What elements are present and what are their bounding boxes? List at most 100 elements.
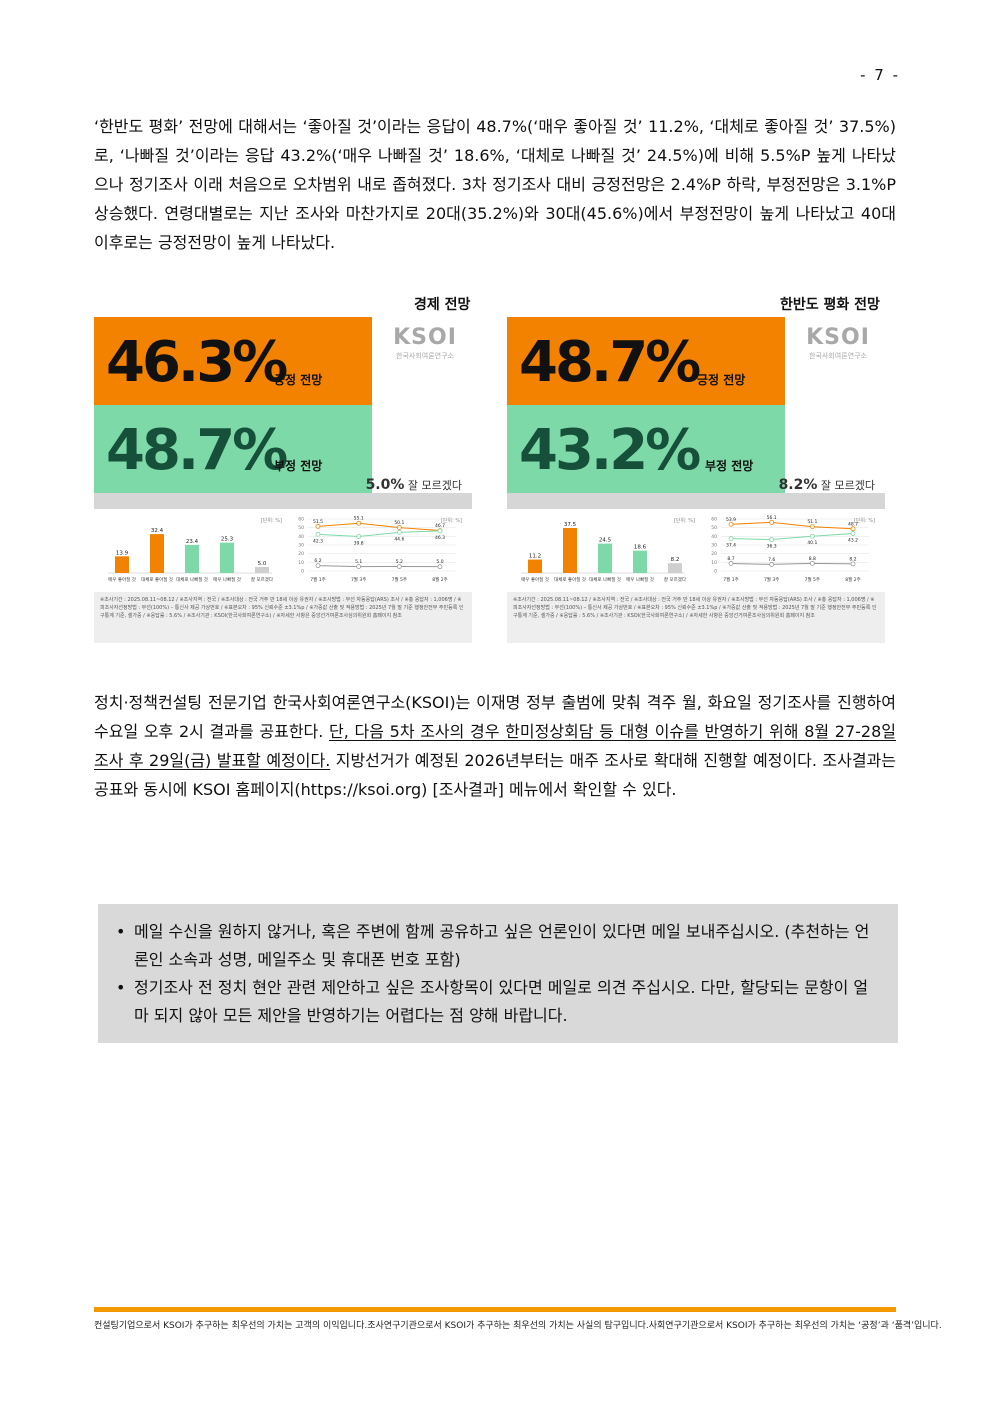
point-value-label: 43.2 (848, 538, 858, 544)
y-tick-label: 50 (711, 525, 717, 531)
series-point (769, 519, 775, 525)
point-value-label: 36.3 (767, 544, 777, 550)
bar-value-label: 11.2 (529, 554, 541, 560)
point-value-label: 55.1 (354, 516, 364, 522)
series-point (769, 562, 775, 567)
footer-text: 컨설팅기업으로서 KSOI가 추구하는 최우선의 가치는 고객의 이익입니다. … (94, 1318, 942, 1331)
point-value-label: 56.1 (767, 515, 777, 521)
chart-title-economy: 경제 전망 (414, 297, 471, 313)
point-value-label: 5.2 (396, 559, 403, 565)
unit-label: [단위: %] (854, 517, 875, 524)
x-tick-label: 7월 5주 (805, 576, 820, 583)
negative-band (94, 405, 372, 493)
footer-rule (94, 1307, 896, 1312)
series-line (730, 533, 854, 541)
series-line (317, 565, 441, 568)
point-value-label: 46.7 (435, 523, 445, 529)
bar-category-label: 대체로 좋아질 것 (554, 576, 586, 583)
bar-category-label: 매우 나빠질 것 (213, 576, 241, 583)
chart-graphics: [단위: %] 13.9 매우 좋아질 것 32.4 대체로 좋아질 것 23.4 대체로 … (108, 516, 462, 583)
y-tick-label: 50 (298, 525, 304, 531)
point-value-label: 37.4 (726, 543, 736, 549)
series-point (396, 525, 402, 530)
y-tick-label: 0 (301, 569, 304, 575)
bar-category-label: 매우 좋아질 것 (521, 576, 549, 583)
bar (598, 543, 612, 573)
unit-label: [단위: %] (261, 517, 282, 524)
bar-value-label: 5.0 (258, 561, 267, 567)
point-value-label: 8.7 (727, 556, 734, 562)
series-point (315, 531, 321, 537)
chart-card-peace: 48.7% 긍정 전망 43.2% 부정 전망 KSOI 한국사회여론연구소 8… (507, 317, 885, 643)
bar (633, 550, 647, 573)
series-point (728, 521, 734, 527)
notice-item: • 정기조사 전 정치 현안 관련 제안하고 싶은 조사항목이 있다면 메일로 … (116, 974, 882, 1030)
negative-percent: 43.2% (519, 418, 701, 483)
series-point (437, 528, 443, 534)
positive-label: 긍정 전망 (274, 373, 323, 387)
negative-percent: 48.7% (106, 418, 288, 483)
bullet-icon: • (116, 978, 126, 997)
bar-value-label: 37.5 (564, 522, 577, 528)
x-tick-label: 7월 3주 (351, 576, 366, 583)
series-point (809, 560, 815, 566)
unit-label: [단위: %] (441, 517, 462, 524)
bar-category-label: 잘 모르겠다 (251, 576, 274, 583)
series-point (356, 534, 362, 539)
series-point (850, 561, 856, 567)
positive-percent: 46.3% (106, 330, 288, 395)
bar-value-label: 13.9 (116, 550, 129, 556)
bar-category-label: 매우 나빠질 것 (626, 576, 654, 583)
point-value-label: 7.6 (768, 557, 775, 563)
ksoi-logo: KSOI 한국사회여론연구소 (806, 325, 870, 360)
unit-label: [단위: %] (674, 517, 695, 524)
negative-label: 부정 전망 (705, 459, 754, 473)
bar-value-label: 25.3 (221, 537, 234, 543)
bar-category-label: 대체로 나빠질 것 (589, 576, 621, 583)
series-point (356, 520, 362, 526)
x-tick-label: 7월 3주 (764, 576, 779, 583)
bar-category-label: 대체로 나빠질 것 (176, 576, 208, 583)
dontknow-band (507, 493, 885, 509)
bar (220, 542, 234, 573)
point-value-label: 51.1 (807, 519, 817, 525)
positive-band (507, 317, 785, 405)
dontknow-band (94, 493, 472, 509)
dontknow-readout: 5.0% 잘 모르겠다 (365, 477, 462, 493)
point-value-label: 40.1 (807, 540, 817, 546)
x-tick-label: 7월 5주 (392, 576, 407, 583)
notice-box: • 메일 수신을 원하지 않거나, 혹은 주변에 함께 공유하고 싶은 언론인이… (98, 904, 898, 1043)
point-value-label: 50.1 (394, 520, 404, 526)
footer-item: 컨설팅기업으로서 KSOI가 추구하는 최우선의 가치는 고객의 이익입니다. (94, 1321, 368, 1331)
bar (185, 544, 199, 573)
positive-label: 긍정 전망 (697, 373, 746, 387)
point-value-label: 8.8 (809, 556, 816, 562)
y-tick-label: 30 (711, 543, 717, 549)
dontknow-readout: 8.2% 잘 모르겠다 (778, 477, 875, 493)
bar-value-label: 32.4 (151, 528, 164, 534)
series-point (769, 537, 775, 542)
series-line (317, 522, 441, 532)
bar-value-label: 24.5 (599, 538, 612, 544)
negative-band (507, 405, 785, 493)
bar (150, 534, 164, 573)
y-tick-label: 20 (298, 551, 304, 557)
bar-category-label: 매우 좋아질 것 (108, 576, 136, 583)
ksoi-logo: KSOI 한국사회여론연구소 (393, 325, 457, 360)
bar (668, 563, 682, 573)
y-tick-label: 10 (298, 560, 304, 566)
negative-label: 부정 전망 (274, 459, 323, 473)
bar-value-label: 18.6 (634, 545, 647, 551)
point-value-label: 5.0 (436, 559, 443, 565)
bar (115, 556, 129, 573)
x-tick-label: 7월 1주 (723, 576, 738, 583)
point-value-label: 46.3 (435, 535, 445, 541)
point-value-label: 51.5 (313, 519, 323, 525)
series-point (356, 564, 362, 569)
point-value-label: 8.2 (849, 556, 856, 562)
point-value-label: 42.3 (313, 538, 323, 544)
y-tick-label: 60 (298, 517, 304, 523)
x-tick-label: 8월 2주 (845, 576, 860, 583)
y-tick-label: 40 (298, 534, 304, 540)
page-number: - 7 - (860, 66, 900, 84)
